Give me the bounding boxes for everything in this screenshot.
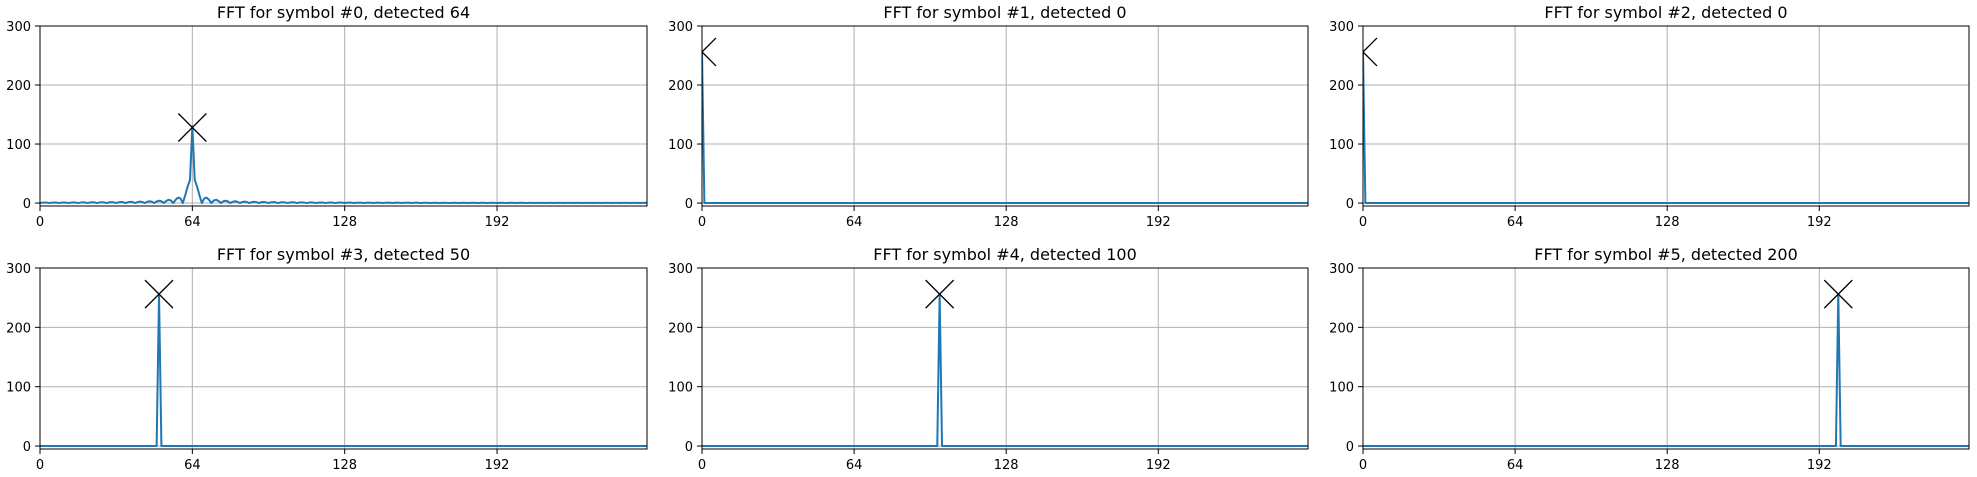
subplot-title: FFT for symbol #2, detected 0 — [1544, 3, 1787, 22]
x-tick-label: 192 — [1146, 458, 1171, 473]
x-tick-label: 64 — [846, 215, 863, 230]
x-tick-label: 192 — [1807, 215, 1832, 230]
peak-marker — [1823, 279, 1853, 309]
x-tick-label: 192 — [485, 458, 510, 473]
series-line-0 — [40, 125, 647, 205]
y-tick-label: 0 — [23, 440, 31, 455]
y-tick-label: 100 — [6, 138, 31, 153]
y-tick-label: 0 — [1346, 197, 1354, 212]
peak-marker — [925, 279, 955, 309]
axes-frame — [701, 25, 1309, 207]
y-tick-label: 300 — [6, 20, 31, 35]
x-tick-label: 128 — [1655, 215, 1680, 230]
y-tick-label: 300 — [1329, 262, 1354, 277]
x-tick-label: 64 — [184, 215, 201, 230]
y-tick-label: 100 — [6, 381, 31, 396]
subplot-title: FFT for symbol #0, detected 64 — [217, 3, 470, 22]
x-tick-label: 128 — [332, 215, 357, 230]
y-tick-label: 100 — [1329, 381, 1354, 396]
y-tick-label: 300 — [6, 262, 31, 277]
x-tick-label: 0 — [698, 215, 706, 230]
peak-marker — [144, 279, 174, 309]
y-tick-label: 100 — [668, 381, 693, 396]
subplot-title: FFT for symbol #4, detected 100 — [873, 245, 1137, 264]
x-tick-label: 128 — [1655, 458, 1680, 473]
x-tick-label: 0 — [1359, 458, 1367, 473]
peak-marker — [702, 37, 717, 67]
y-tick-label: 200 — [6, 321, 31, 336]
subplot-title: FFT for symbol #3, detected 50 — [217, 245, 470, 264]
x-tick-label: 128 — [994, 458, 1019, 473]
series-line-0 — [702, 51, 1308, 205]
y-tick-label: 300 — [1329, 20, 1354, 35]
axes-frame — [1362, 25, 1970, 207]
x-tick-label: 64 — [1507, 458, 1524, 473]
axes-frame — [39, 267, 648, 450]
series-line-0 — [702, 293, 1308, 448]
y-tick-label: 100 — [668, 138, 693, 153]
y-tick-label: 200 — [668, 321, 693, 336]
axes-frame — [39, 25, 648, 207]
peak-marker — [177, 113, 207, 142]
x-tick-label: 0 — [698, 458, 706, 473]
y-tick-label: 200 — [1329, 79, 1354, 94]
x-tick-label: 0 — [36, 215, 44, 230]
series-line-0 — [1363, 51, 1969, 205]
x-tick-label: 192 — [485, 215, 510, 230]
subplot-2: 0 64 128 192 0 100 200 300 FFT for symbol #2, de… — [1329, 3, 1970, 230]
x-tick-label: 128 — [332, 458, 357, 473]
x-tick-label: 128 — [994, 215, 1019, 230]
subplot-5: 0 64 128 192 0 100 200 300 FFT for symbol #5, de… — [1329, 245, 1970, 473]
y-tick-label: 200 — [668, 79, 693, 94]
subplot-1: 0 64 128 192 0 100 200 300 FFT for symbol #1, de… — [668, 3, 1309, 230]
axes-frame — [1362, 267, 1970, 450]
y-tick-label: 100 — [1329, 138, 1354, 153]
x-tick-label: 192 — [1807, 458, 1832, 473]
subplot-title: FFT for symbol #5, detected 200 — [1534, 245, 1798, 264]
peak-marker — [1363, 37, 1378, 67]
x-tick-label: 64 — [846, 458, 863, 473]
x-tick-label: 0 — [36, 458, 44, 473]
y-tick-label: 0 — [1346, 440, 1354, 455]
x-tick-label: 192 — [1146, 215, 1171, 230]
subplot-0: 0 64 128 192 0 100 200 300 FFT for symbol #0, de… — [6, 3, 648, 230]
y-tick-label: 200 — [1329, 321, 1354, 336]
subplot-3: 0 64 128 192 0 100 200 300 FFT for symbol #3, de… — [6, 245, 648, 473]
y-tick-label: 0 — [23, 197, 31, 212]
subplot-4: 0 64 128 192 0 100 200 300 FFT for symbol #4, de… — [668, 245, 1309, 473]
series-line-0 — [40, 293, 647, 448]
y-tick-label: 0 — [685, 197, 693, 212]
series-line-0 — [1363, 293, 1969, 448]
x-tick-label: 0 — [1359, 215, 1367, 230]
x-tick-label: 64 — [1507, 215, 1524, 230]
y-tick-label: 0 — [685, 440, 693, 455]
axes-frame — [701, 267, 1309, 450]
y-tick-label: 300 — [668, 20, 693, 35]
x-tick-label: 64 — [184, 458, 201, 473]
y-tick-label: 200 — [6, 79, 31, 94]
subplot-title: FFT for symbol #1, detected 0 — [883, 3, 1126, 22]
y-tick-label: 300 — [668, 262, 693, 277]
